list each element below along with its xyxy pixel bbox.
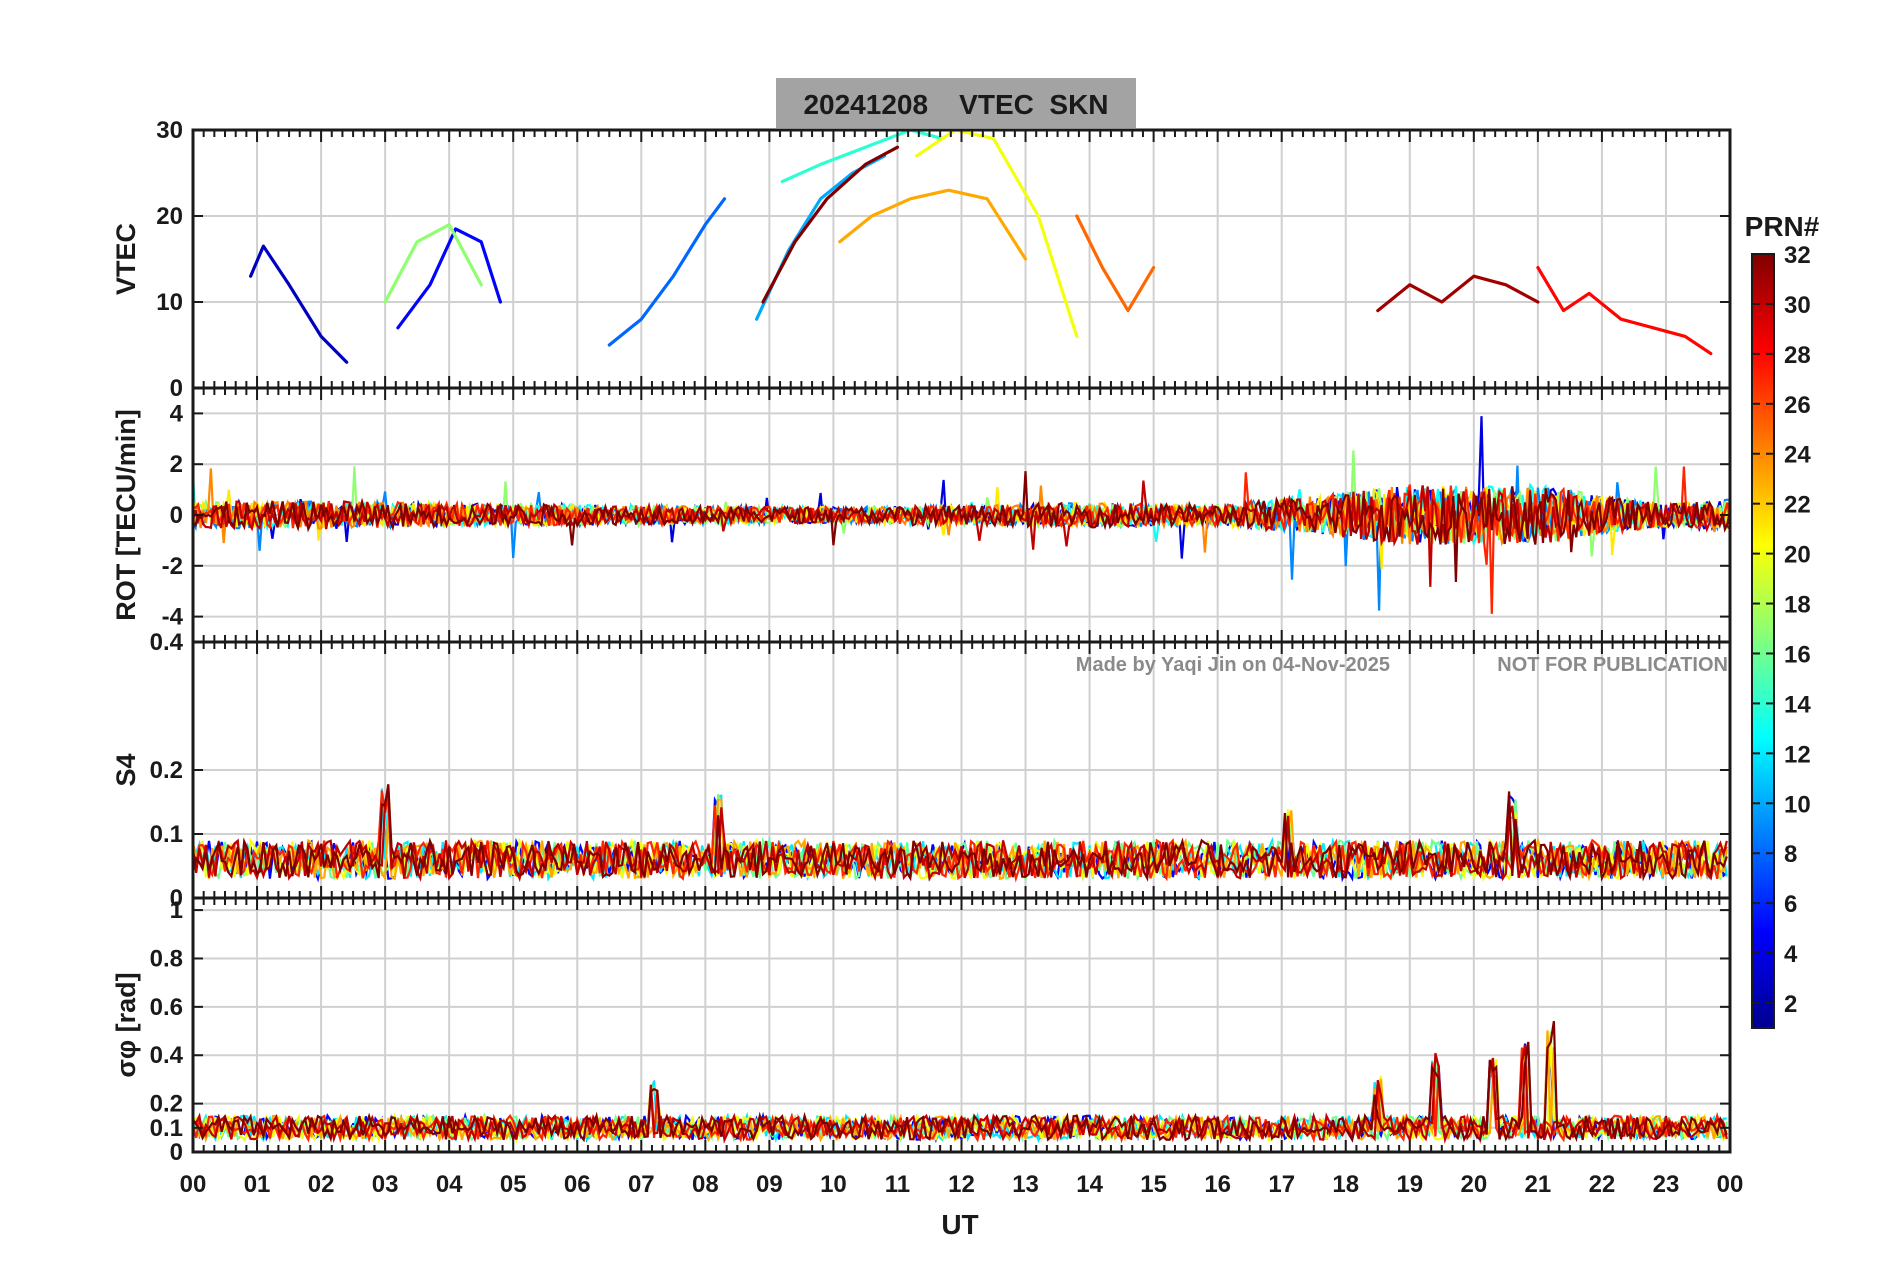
x-tick-label: 00 bbox=[180, 1171, 207, 1198]
x-tick-label: 11 bbox=[885, 1171, 910, 1198]
x-tick-label: 20 bbox=[1460, 1171, 1487, 1198]
x-tick-label: 16 bbox=[1204, 1171, 1231, 1198]
colorbar-label: PRN# bbox=[1745, 211, 1820, 242]
colorbar-tick-label: 24 bbox=[1784, 442, 1811, 469]
y-tick-label: -2 bbox=[162, 553, 183, 580]
colorbar-tick-label: 8 bbox=[1784, 841, 1797, 868]
x-tick-label: 21 bbox=[1525, 1171, 1552, 1198]
x-tick-label: 07 bbox=[628, 1171, 655, 1198]
rot-trace-prn-32 bbox=[193, 471, 1730, 583]
y-tick-label: 1 bbox=[170, 897, 183, 924]
y-tick-label: 0 bbox=[170, 375, 183, 402]
y-axis-label-rot: ROT [TECU/min] bbox=[111, 409, 141, 620]
watermark-author: Made by Yaqi Jin on 04-Nov-2025 bbox=[1076, 654, 1390, 676]
series-line-prn-20 bbox=[915, 130, 1079, 338]
x-tick-label: 09 bbox=[756, 1171, 783, 1198]
series-line-prn-5 bbox=[396, 227, 502, 330]
y-tick-label: 0 bbox=[170, 885, 183, 912]
x-tick-label: 05 bbox=[500, 1171, 527, 1198]
x-tick-label: 02 bbox=[308, 1171, 335, 1198]
x-tick-label: 18 bbox=[1332, 1171, 1359, 1198]
series-line-prn-14 bbox=[780, 130, 944, 184]
x-tick-label: 00 bbox=[1717, 1171, 1744, 1198]
rot-trace-prn-27 bbox=[193, 466, 1730, 614]
y-tick-label: 0.4 bbox=[150, 1042, 184, 1069]
x-tick-label: 23 bbox=[1653, 1171, 1680, 1198]
y-tick-label: -4 bbox=[162, 604, 184, 631]
colorbar-tick-label: 28 bbox=[1784, 342, 1811, 369]
y-tick-label: 30 bbox=[156, 117, 183, 144]
y-tick-label: 2 bbox=[170, 451, 183, 478]
panel-s4: 0 0.1 0.2 0.4 S4 bbox=[111, 629, 1732, 912]
panel-rot: -4 -2 0 2 4 ROT [TECU/min] bbox=[111, 386, 1732, 644]
watermark-notice: NOT FOR PUBLICATION bbox=[1497, 654, 1728, 676]
y-axis-label-vtec: VTEC bbox=[111, 223, 141, 295]
colorbar-tick-label: 22 bbox=[1784, 492, 1811, 519]
y-tick-label: 10 bbox=[156, 289, 183, 316]
data-layer bbox=[249, 130, 1713, 364]
x-tick-label: 01 bbox=[244, 1171, 271, 1198]
x-tick-label: 17 bbox=[1268, 1171, 1295, 1198]
panel-sigma_phi: 00.10.2 0.4 0.6 0.8 1 σφ [rad] bbox=[111, 896, 1732, 1166]
x-tick-label: 10 bbox=[820, 1171, 847, 1198]
series-line-prn-31 bbox=[1376, 274, 1540, 313]
colorbar bbox=[1751, 253, 1775, 1029]
x-tick-label: 08 bbox=[692, 1171, 719, 1198]
y-tick-label: 0.6 bbox=[150, 994, 183, 1021]
colorbar-tick-label: 2 bbox=[1784, 991, 1797, 1018]
y-tick-label: 0.8 bbox=[150, 945, 183, 972]
colorbar-tick-label: 20 bbox=[1784, 542, 1811, 569]
colorbar-tick-label: 4 bbox=[1784, 941, 1798, 968]
x-tick-labels: 00 01 02 03 04 05 06 07 08 09 10 11 12 13 14 15 16 17 18 19… bbox=[180, 1171, 1744, 1198]
data-layer bbox=[193, 1020, 1728, 1145]
y-tick-label: 4 bbox=[170, 400, 184, 427]
colorbar-tick-label: 26 bbox=[1784, 392, 1811, 419]
series-line-prn-17 bbox=[383, 223, 483, 304]
colorbar-tick-label: 10 bbox=[1784, 791, 1811, 818]
y-axis-label-s4: S4 bbox=[111, 753, 141, 786]
data-layer bbox=[193, 416, 1730, 614]
panel-vtec: 0 10 20 30 VTEC bbox=[111, 117, 1732, 402]
x-tick-label: 03 bbox=[372, 1171, 399, 1198]
colorbar-tick-label: 12 bbox=[1784, 741, 1811, 768]
y-axis-label-sigma_phi: σφ [rad] bbox=[111, 972, 141, 1077]
x-axis-label: UT bbox=[941, 1209, 978, 1240]
colorbar-tick-label: 18 bbox=[1784, 592, 1811, 619]
colorbar-tick-label: 30 bbox=[1784, 292, 1811, 319]
series-line-prn-3 bbox=[249, 244, 349, 364]
colorbar-tick-label: 16 bbox=[1784, 641, 1811, 668]
colorbar-tick-label: 6 bbox=[1784, 891, 1797, 918]
y-tick-label: 0.2 bbox=[150, 757, 183, 784]
s4-trace-prn-32 bbox=[193, 784, 1728, 882]
y-tick-label: 0.1 bbox=[150, 1115, 183, 1142]
x-tick-label: 15 bbox=[1140, 1171, 1167, 1198]
colorbar-tick-label: 14 bbox=[1784, 691, 1811, 718]
x-tick-label: 19 bbox=[1396, 1171, 1423, 1198]
x-tick-label: 14 bbox=[1076, 1171, 1103, 1198]
colorbar-tick-label: 32 bbox=[1784, 242, 1811, 269]
y-tick-label: 20 bbox=[156, 203, 183, 230]
x-tick-label: 13 bbox=[1012, 1171, 1039, 1198]
series-line-prn-8 bbox=[607, 197, 727, 347]
sigma_phi-trace-prn-32 bbox=[193, 1020, 1728, 1143]
x-tick-label: 06 bbox=[564, 1171, 591, 1198]
figure-title: 20241208 VTEC SKN bbox=[803, 89, 1108, 120]
x-tick-label: 22 bbox=[1589, 1171, 1616, 1198]
y-tick-label: 0.2 bbox=[150, 1091, 183, 1118]
y-tick-label: 0.1 bbox=[150, 821, 183, 848]
series-line-prn-10 bbox=[754, 154, 887, 321]
series-line-prn-28 bbox=[1536, 266, 1713, 356]
series-line-prn-23 bbox=[838, 188, 1028, 261]
series-line-prn-25 bbox=[1075, 214, 1156, 313]
data-layer bbox=[193, 784, 1728, 883]
series-line-prn-32 bbox=[761, 145, 900, 304]
title-box bbox=[776, 78, 1136, 128]
x-tick-label: 12 bbox=[948, 1171, 975, 1198]
s4-trace-prn-30 bbox=[193, 786, 1728, 883]
y-tick-label: 0 bbox=[170, 1139, 183, 1166]
x-tick-label: 04 bbox=[436, 1171, 463, 1198]
y-tick-label: 0 bbox=[170, 502, 183, 529]
y-tick-label: 0.4 bbox=[150, 629, 184, 656]
